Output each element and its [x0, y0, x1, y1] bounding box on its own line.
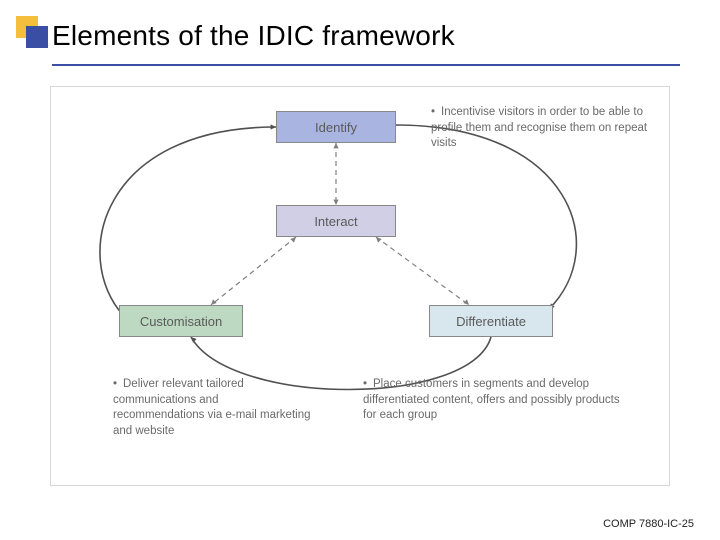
slide-footer: COMP 7880-IC-25 [603, 518, 694, 530]
annotation-1: •Deliver relevant tailored communication… [113, 377, 313, 439]
node-customisation: Customisation [119, 305, 243, 337]
annotation-2: •Place customers in segments and develop… [363, 377, 633, 424]
annotation-0: •Incentivise visitors in order to be abl… [431, 105, 651, 152]
node-differentiate: Differentiate [429, 305, 553, 337]
slide-corner-ornament [16, 16, 52, 52]
node-interact: Interact [276, 205, 396, 237]
title-underline [52, 64, 680, 66]
page-title: Elements of the IDIC framework [52, 20, 455, 52]
idic-diagram: Identify Interact Customisation Differentia… [50, 86, 670, 486]
corner-square-front [26, 26, 48, 48]
node-identify: Identify [276, 111, 396, 143]
